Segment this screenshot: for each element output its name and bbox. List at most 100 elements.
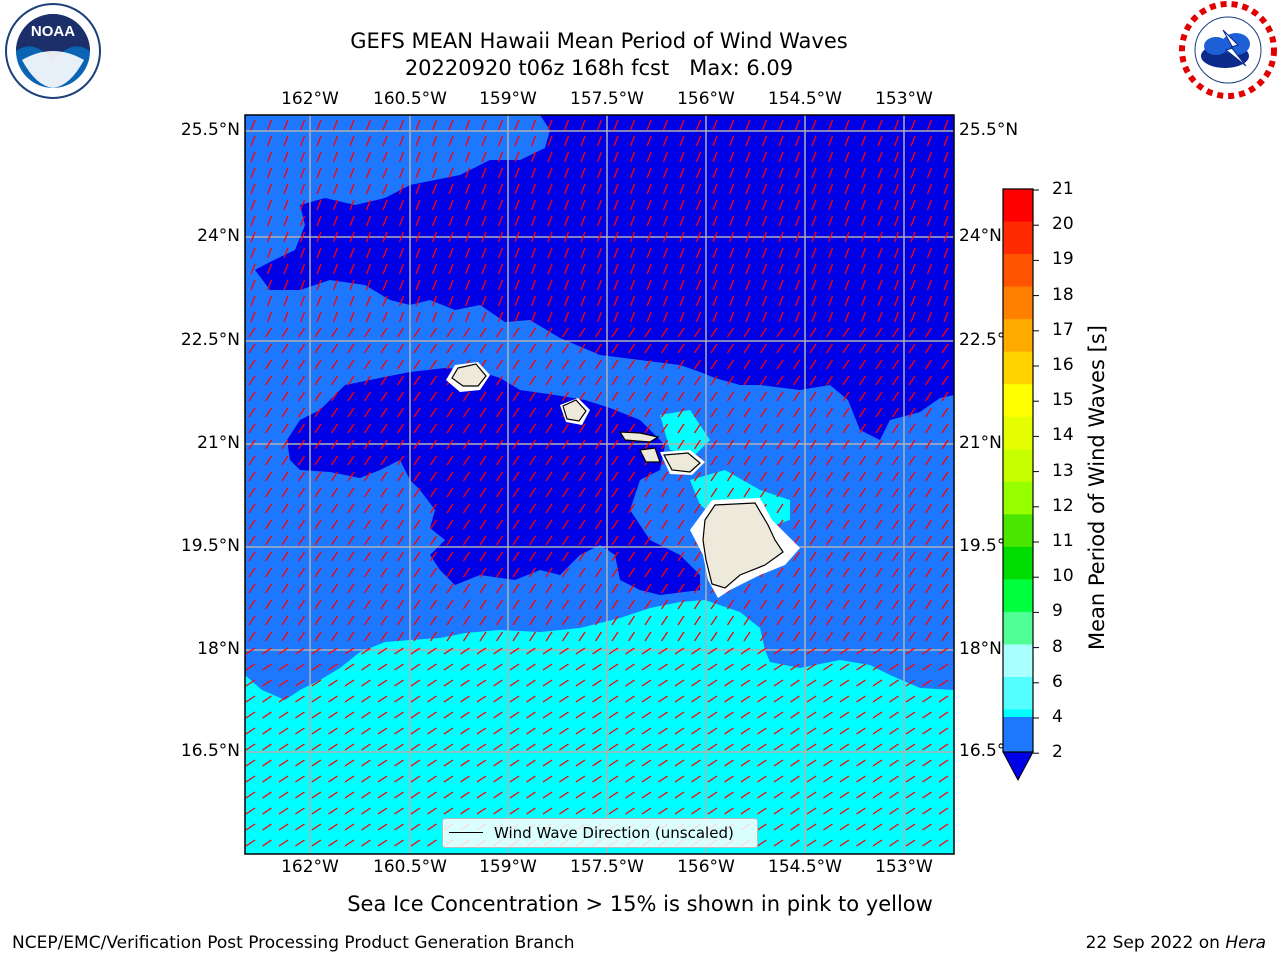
wave-arrow [926,135,933,147]
wave-arrow [908,375,916,386]
wave-arrow [262,839,272,847]
wave-arrow [547,183,553,195]
wave-arrow [926,311,933,323]
wave-arrow [545,503,553,514]
wave-arrow [905,695,916,703]
wave-arrow [479,551,487,562]
wave-arrow [728,119,735,131]
wave-arrow [530,295,537,307]
wave-arrow [328,791,338,799]
wave-arrow [512,519,520,530]
colorbar-segment [1003,319,1033,353]
wave-arrow [559,727,569,735]
wave-arrow [347,599,355,610]
wave-arrow [757,663,767,671]
wave-arrow [823,807,833,815]
wave-arrow [806,791,817,799]
wave-arrow [839,695,850,703]
wave-arrow [245,663,256,671]
wave-arrow [660,439,669,450]
wave-arrow [262,727,272,735]
wave-arrow [875,615,883,626]
wave-arrow [695,311,702,323]
wave-arrow [332,151,339,163]
wave-arrow [938,727,949,735]
wave-arrow [695,183,702,195]
lat-tick-label-right: 18°N [959,639,1002,659]
wave-arrow [860,311,867,323]
wave-arrow [644,519,652,530]
wave-arrow [707,759,718,767]
wave-arrow [674,775,685,783]
wave-arrow [825,375,834,386]
wave-arrow [844,247,850,259]
wave-arrow [844,199,850,211]
wave-arrow [695,215,702,227]
wave-arrow [361,711,371,719]
wave-arrow [398,247,405,259]
wave-arrow [575,727,586,735]
wave-arrow [476,743,487,751]
wave-arrow [542,647,553,655]
wave-arrow [415,247,421,259]
colorbar-segment [1003,546,1033,580]
wave-arrow [311,839,322,847]
wave-arrow [872,663,883,671]
wave-arrow [380,503,388,514]
wave-arrow [377,775,388,783]
wave-arrow [266,199,273,211]
wave-arrow [674,807,685,815]
wave-arrow [479,423,487,434]
wave-arrow [462,567,471,578]
wave-arrow [941,327,949,338]
wave-arrow [295,727,305,735]
wave-arrow [380,599,388,610]
wave-arrow [658,727,668,735]
wave-arrow [443,647,454,655]
wave-arrow [575,647,586,655]
wave-arrow [528,471,537,482]
wave-arrow [910,135,916,147]
wave-arrow [627,327,636,338]
wave-arrow [396,487,405,498]
wave-arrow [726,599,735,610]
wave-arrow [743,359,751,370]
wave-arrow [858,471,867,482]
lat-tick-label-left: 25.5°N [180,120,240,140]
wave-arrow [344,727,355,735]
wave-arrow [281,423,289,434]
wave-arrow [528,343,537,354]
wave-arrow [875,535,883,546]
wave-arrow [245,775,256,783]
wave-arrow [827,199,834,211]
wave-arrow [299,311,306,323]
wave-arrow [283,295,289,307]
wave-arrow [646,135,652,147]
wave-arrow [316,215,322,227]
wave-arrow [872,679,883,687]
wave-arrow [860,183,867,195]
wave-arrow [792,455,801,466]
wave-arrow [460,775,470,783]
wave-arrow [792,615,801,626]
wave-arrow [363,343,372,354]
wave-arrow [875,407,883,418]
wave-arrow [677,631,685,642]
wave-arrow [776,327,784,338]
wave-arrow [365,151,372,163]
wave-arrow [332,279,339,291]
wave-arrow [743,631,751,642]
wave-arrow [809,503,817,514]
wave-arrow [493,775,503,783]
wave-arrow [644,359,652,370]
wave-arrow [330,551,339,562]
wave-arrow [578,503,586,514]
wave-arrow [592,743,602,751]
wave-arrow [592,695,602,703]
wave-arrow [410,759,421,767]
wave-arrow [877,295,883,307]
wave-arrow [827,311,834,323]
wave-arrow [707,807,718,815]
wave-arrow [627,455,636,466]
wave-arrow [677,583,685,594]
